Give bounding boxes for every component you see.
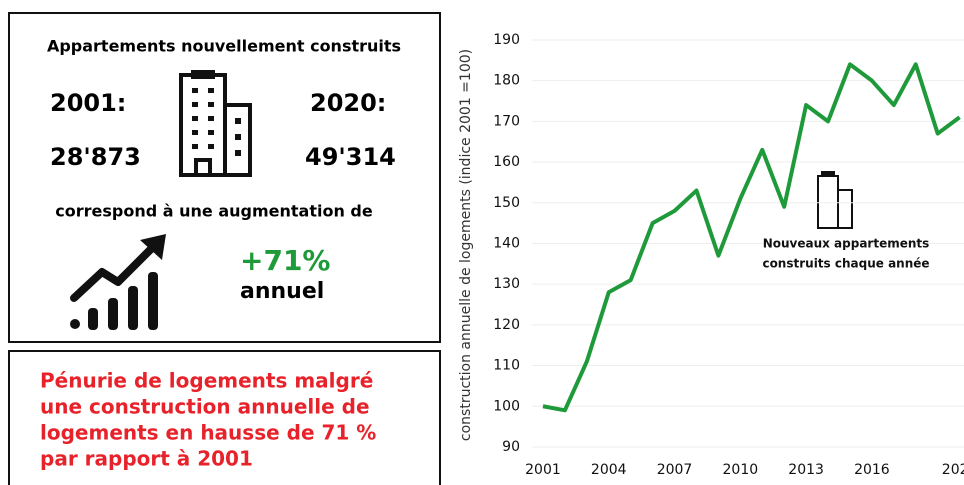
year-b: 2020: (310, 89, 386, 117)
y-tick-label: 180 (493, 73, 520, 89)
note-line: par rapport à 2001 (40, 447, 253, 471)
annotation: construits chaque année (762, 257, 929, 271)
x-tick-label: 2007 (657, 462, 693, 478)
building-windows (192, 88, 241, 156)
caption: correspond à une augmentation de (55, 202, 373, 221)
note-line: une construction annuelle de (40, 395, 370, 419)
increase: +71% (240, 244, 330, 277)
year-a: 2001: (50, 89, 126, 117)
y-tick-label: 150 (493, 195, 520, 211)
info-box (8, 12, 441, 343)
count-b: 49'314 (305, 143, 396, 171)
note-line: Pénurie de logements malgré (40, 369, 373, 393)
x-tick-label: 2004 (591, 462, 627, 478)
increase-unit: annuel (240, 279, 324, 304)
x-tick-label: 2010 (723, 462, 759, 478)
x-tick-label: 2013 (788, 462, 824, 478)
y-tick-label: 130 (493, 276, 520, 292)
y-tick-label: 90 (502, 439, 520, 455)
growth-icon (70, 234, 166, 330)
note-line: logements en hausse de 71 % (40, 421, 376, 445)
x-tick-label: 2016 (854, 462, 890, 478)
info-title: Appartements nouvellement construits (47, 37, 401, 56)
y-tick-label: 120 (493, 317, 520, 333)
y-tick-label: 190 (493, 32, 520, 48)
x-tick-label: 2001 (525, 462, 561, 478)
y-tick-label: 140 (493, 235, 520, 251)
line (542, 62, 961, 413)
annotation-icon (817, 171, 853, 229)
y-tick-label: 160 (493, 154, 520, 170)
building-icon (179, 70, 252, 177)
y-tick-label: 170 (493, 113, 520, 129)
x-tick-label: 2020 (942, 462, 964, 478)
y-tick-label: 110 (493, 358, 520, 374)
count-a: 28'873 (50, 143, 141, 171)
y-tick-label: 100 (493, 398, 520, 414)
y-axis-label: construction annuelle de logements (indi… (458, 49, 474, 441)
annotation: Nouveaux appartements (763, 237, 930, 251)
note-box (8, 350, 441, 485)
